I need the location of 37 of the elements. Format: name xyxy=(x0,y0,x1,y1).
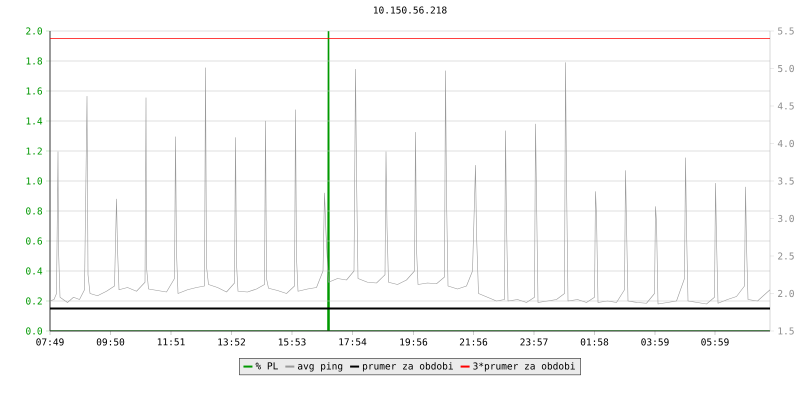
y-tick-label: 1.4 xyxy=(26,118,42,124)
x-tick-label: 01:58 xyxy=(580,338,608,346)
y-tick-label: 0.4 xyxy=(26,267,42,275)
x-tick-label: 05:59 xyxy=(701,338,729,346)
y2-tick-label: 2.0 xyxy=(778,290,794,298)
legend-label: prumer za obdobi xyxy=(362,362,453,372)
y-tick-label: 2.0 xyxy=(26,27,42,35)
legend-label: avg ping xyxy=(298,362,342,372)
y2-tick-label: 5.0 xyxy=(778,64,794,72)
x-tick-label: 15:53 xyxy=(278,338,306,346)
x-tick-label: 13:52 xyxy=(218,338,245,346)
x-tick-label: 11:51 xyxy=(158,338,185,346)
chart-title: 10.150.56.218 xyxy=(374,6,447,14)
y2-tick-label: 4.0 xyxy=(778,140,794,148)
y-tick-label: 0.6 xyxy=(26,237,42,245)
y2-tick-label: 5.5 xyxy=(778,27,794,35)
y-tick-label: 0.2 xyxy=(26,297,42,305)
x-tick-label: 19:56 xyxy=(400,338,428,346)
y-tick-label: 1.2 xyxy=(26,147,42,155)
y-tick-label: 1.0 xyxy=(26,177,42,185)
y2-tick-label: 2.5 xyxy=(778,252,794,260)
legend-label: % PL xyxy=(256,362,278,370)
x-tick-label: 03:59 xyxy=(641,338,669,346)
y-tick-label: 1.6 xyxy=(26,87,42,95)
y2-tick-label: 3.5 xyxy=(778,177,794,185)
y-tick-label: 1.8 xyxy=(26,57,42,65)
y-tick-label: 0.0 xyxy=(26,327,42,335)
legend-label: 3*prumer za obdobi xyxy=(473,362,575,372)
y2-tick-label: 4.5 xyxy=(778,102,794,110)
x-tick-label: 07:49 xyxy=(36,338,64,346)
y2-tick-label: 3.0 xyxy=(778,214,794,222)
x-tick-label: 09:50 xyxy=(96,338,124,346)
y2-tick-label: 1.5 xyxy=(778,327,794,335)
x-tick-label: 23:57 xyxy=(520,338,548,346)
x-tick-label: 21:56 xyxy=(460,338,488,346)
y-tick-label: 0.8 xyxy=(26,207,42,215)
x-tick-label: 17:54 xyxy=(339,338,366,346)
